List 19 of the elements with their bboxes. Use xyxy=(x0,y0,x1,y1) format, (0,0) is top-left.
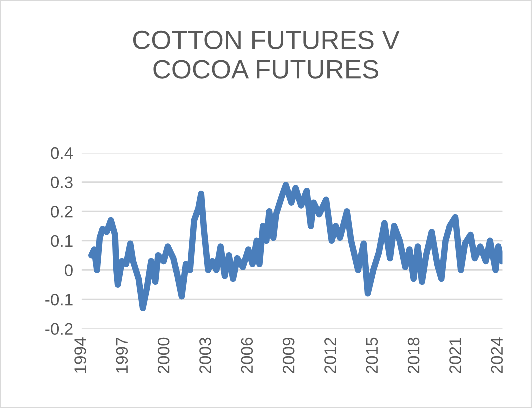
x-tick-label: 2012 xyxy=(324,338,336,374)
y-tick-label: 0.1 xyxy=(51,235,73,248)
y-tick-label: -0.2 xyxy=(46,323,73,336)
y-tick-label: 0.3 xyxy=(51,176,73,189)
x-tick-label: 2015 xyxy=(366,338,378,374)
x-tick-label: 2003 xyxy=(200,338,212,374)
x-tick-label: 2018 xyxy=(408,338,420,374)
x-tick-label: 2000 xyxy=(158,338,170,374)
x-tick-label: 2006 xyxy=(241,338,254,374)
y-tick-label: -0.1 xyxy=(46,294,73,306)
y-tick-label: 0.4 xyxy=(51,147,74,160)
x-tick-label: 2009 xyxy=(282,338,295,374)
chart-title: COTTON FUTURES V COCOA FUTURES xyxy=(133,30,400,79)
y-tick-label: 0.2 xyxy=(51,206,73,218)
x-tick-label: 2021 xyxy=(450,338,462,374)
x-tick-label: 2024 xyxy=(491,338,504,374)
y-tick-label: 0 xyxy=(64,264,73,276)
x-tick-label: 1997 xyxy=(116,338,128,373)
x-tick-label: 1994 xyxy=(74,338,86,373)
